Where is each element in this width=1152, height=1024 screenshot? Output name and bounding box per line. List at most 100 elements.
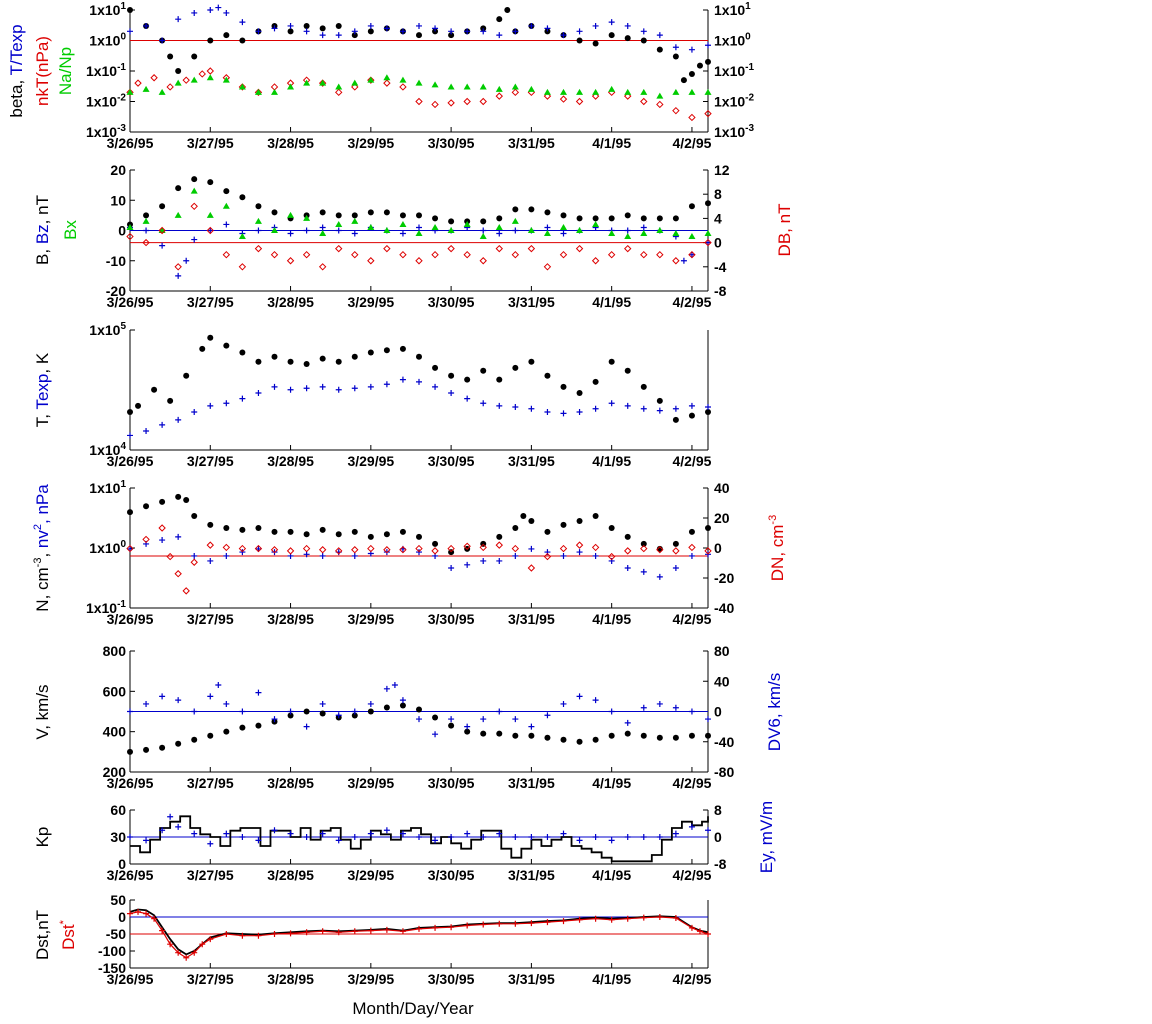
series-line-Kp bbox=[130, 815, 709, 863]
data-point bbox=[504, 7, 511, 13]
data-point bbox=[335, 32, 342, 39]
data-point bbox=[672, 44, 679, 51]
x-tick-label: 3/31/95 bbox=[508, 775, 555, 791]
data-point bbox=[319, 700, 326, 707]
x-tick-label: 3/27/95 bbox=[187, 775, 234, 791]
data-point bbox=[143, 837, 150, 844]
data-point bbox=[287, 230, 294, 237]
data-point bbox=[496, 376, 503, 383]
data-point bbox=[464, 922, 471, 929]
data-point bbox=[640, 732, 647, 739]
data-point bbox=[528, 358, 535, 365]
data-point bbox=[255, 689, 262, 696]
series-nv2 bbox=[127, 533, 711, 580]
data-point bbox=[239, 708, 246, 715]
x-tick-label: 3/30/95 bbox=[428, 775, 475, 791]
data-point bbox=[166, 83, 174, 91]
data-point bbox=[183, 257, 190, 264]
data-point bbox=[544, 25, 551, 32]
data-point bbox=[190, 558, 198, 566]
data-point bbox=[174, 570, 182, 578]
data-point bbox=[416, 353, 422, 360]
panel-bfield: 3/26/95 3/27/95 3/28/95 3/29/95 3/30/95 3/31/… bbox=[33, 162, 794, 310]
data-point bbox=[592, 512, 599, 519]
data-point bbox=[416, 925, 422, 932]
data-point bbox=[608, 32, 615, 39]
y-tick-label: 20 bbox=[110, 162, 126, 178]
x-tick-label: 4/2/95 bbox=[672, 453, 711, 469]
data-point bbox=[480, 557, 487, 564]
y-tick-label: -20 bbox=[106, 283, 126, 299]
data-point bbox=[576, 88, 584, 95]
data-point bbox=[416, 716, 422, 723]
x-tick-label: 3/31/95 bbox=[508, 867, 555, 883]
data-point bbox=[143, 22, 150, 29]
data-point bbox=[576, 837, 583, 844]
data-point bbox=[688, 88, 696, 95]
data-point bbox=[496, 557, 503, 564]
data-point bbox=[496, 730, 503, 737]
data-point bbox=[592, 88, 600, 95]
data-point bbox=[159, 203, 166, 210]
data-point bbox=[367, 700, 374, 707]
x-tick-label: 3/30/95 bbox=[428, 453, 475, 469]
data-point bbox=[383, 926, 390, 933]
data-point bbox=[560, 223, 567, 230]
y-tick-label: 50 bbox=[110, 892, 126, 908]
data-point bbox=[319, 383, 326, 390]
data-point bbox=[351, 834, 358, 840]
data-point bbox=[432, 731, 439, 738]
data-point bbox=[303, 385, 310, 392]
data-point bbox=[351, 250, 359, 259]
data-point bbox=[126, 88, 134, 95]
data-point bbox=[303, 28, 310, 35]
y-tick-label: 1x100 bbox=[89, 32, 126, 49]
y-axis-title: N, cm-3, nv2, nPa bbox=[32, 484, 53, 612]
data-point bbox=[705, 403, 711, 410]
data-point bbox=[303, 214, 311, 221]
data-point bbox=[416, 32, 422, 39]
series-DB bbox=[126, 202, 712, 271]
data-point bbox=[238, 263, 247, 271]
data-point bbox=[528, 22, 535, 29]
x-tick-label: 3/27/95 bbox=[187, 294, 234, 310]
data-point bbox=[223, 830, 230, 837]
data-point bbox=[512, 525, 519, 531]
x-tick-label: 3/28/95 bbox=[267, 611, 314, 627]
data-point bbox=[624, 35, 631, 42]
data-point bbox=[222, 202, 230, 209]
y-tick-label: 1x10-3 bbox=[86, 123, 126, 140]
data-point bbox=[528, 545, 535, 552]
data-point bbox=[608, 215, 615, 222]
data-point bbox=[640, 250, 648, 259]
data-point bbox=[383, 74, 391, 81]
data-point bbox=[158, 524, 166, 532]
data-point bbox=[608, 525, 615, 531]
data-point bbox=[559, 95, 568, 103]
data-point bbox=[640, 704, 647, 711]
data-point bbox=[287, 211, 295, 218]
data-point bbox=[543, 552, 552, 561]
data-point bbox=[520, 512, 527, 519]
series-Dst bbox=[129, 908, 709, 956]
data-point bbox=[448, 722, 455, 729]
x-tick-label: 3/28/95 bbox=[267, 135, 314, 151]
data-point bbox=[560, 383, 567, 390]
data-point bbox=[672, 734, 679, 741]
x-tick-label: 3/26/95 bbox=[107, 453, 154, 469]
data-point bbox=[447, 83, 455, 90]
data-point bbox=[319, 209, 326, 216]
x-tick-label: 3/26/95 bbox=[107, 135, 154, 151]
x-tick-label: 4/1/95 bbox=[592, 775, 631, 791]
data-point bbox=[464, 28, 471, 35]
data-point bbox=[399, 546, 407, 554]
data-point bbox=[143, 212, 150, 219]
data-point bbox=[183, 954, 190, 961]
data-point bbox=[127, 748, 133, 755]
data-point bbox=[512, 920, 519, 927]
data-point bbox=[143, 503, 150, 510]
data-point bbox=[415, 97, 423, 106]
y-tick-label: 1x10-2 bbox=[86, 93, 126, 110]
data-point bbox=[302, 250, 311, 259]
data-point bbox=[239, 724, 246, 731]
